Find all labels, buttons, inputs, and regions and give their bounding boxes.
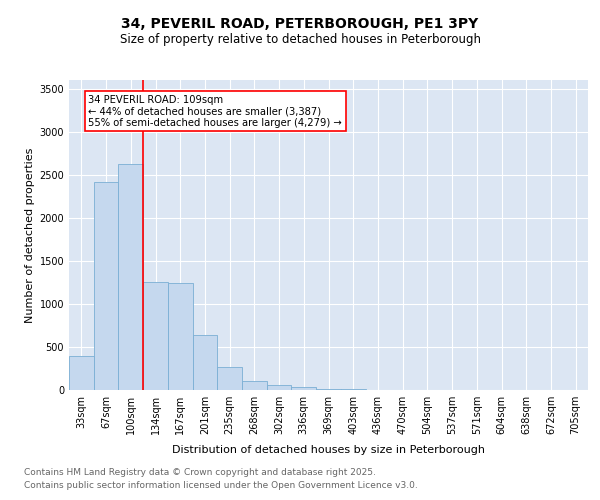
Bar: [316, 388, 341, 390]
Bar: [292, 388, 316, 390]
Text: 34, PEVERIL ROAD, PETERBOROUGH, PE1 3PY: 34, PEVERIL ROAD, PETERBOROUGH, PE1 3PY: [121, 18, 479, 32]
Bar: [94, 182, 118, 390]
Text: 34 PEVERIL ROAD: 109sqm
← 44% of detached houses are smaller (3,387)
55% of semi: 34 PEVERIL ROAD: 109sqm ← 44% of detache…: [88, 94, 342, 128]
Bar: [118, 164, 143, 390]
Bar: [242, 382, 267, 390]
Text: Contains HM Land Registry data © Crown copyright and database right 2025.: Contains HM Land Registry data © Crown c…: [24, 468, 376, 477]
Text: Contains public sector information licensed under the Open Government Licence v3: Contains public sector information licen…: [24, 482, 418, 490]
X-axis label: Distribution of detached houses by size in Peterborough: Distribution of detached houses by size …: [172, 446, 485, 456]
Y-axis label: Number of detached properties: Number of detached properties: [25, 148, 35, 322]
Bar: [168, 283, 193, 390]
Bar: [217, 367, 242, 390]
Bar: [69, 356, 94, 390]
Bar: [193, 335, 217, 390]
Bar: [267, 386, 292, 390]
Text: Size of property relative to detached houses in Peterborough: Size of property relative to detached ho…: [119, 32, 481, 46]
Bar: [143, 282, 168, 390]
